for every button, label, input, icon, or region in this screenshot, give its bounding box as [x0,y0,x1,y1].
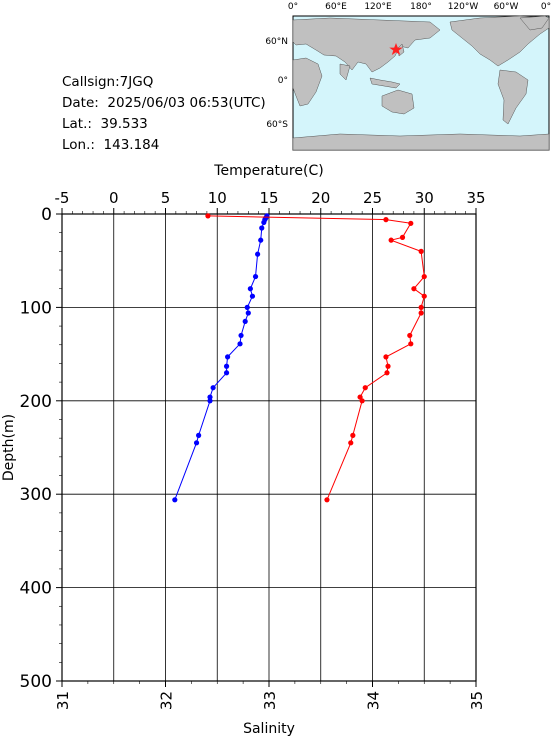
data-point [237,341,243,347]
map-lon-label: 0° [288,2,298,12]
salinity-tick-label: 34 [365,691,383,710]
latitude-text: Lat.: 39.533 [62,116,148,132]
land-islands [369,77,401,89]
data-point [350,432,356,438]
map-lon-label: 0° [541,2,551,12]
depth-tick-label: 400 [20,579,52,599]
depth-tick-label: 0 [41,205,52,225]
data-point [258,237,264,243]
map-land [292,15,550,151]
land-africa [292,57,323,107]
map-lon-label: 120°W [448,2,479,12]
star-icon [389,43,403,55]
data-point [223,363,230,369]
depth-tick-label: 100 [20,298,52,318]
depth-axis-label: Depth(m) [1,414,17,481]
data-point [324,497,330,503]
temperature-tick-label: 0 [109,189,119,207]
data-point [383,354,389,360]
map-lon-label: 60°W [494,2,519,12]
temperature-tick-label: 20 [311,189,330,207]
map-lat-label: 60°N [265,37,288,47]
salinity-axis-label: Salinity [243,721,295,736]
series-line [174,215,268,500]
data-point [421,293,427,299]
data-point [245,310,251,316]
depth-tick-label: 200 [20,392,52,412]
data-point [259,225,265,231]
map-lon-label: 60°E [325,2,347,12]
data-point [193,440,200,446]
data-point [408,341,414,347]
data-point [252,273,259,280]
data-point [207,398,213,404]
temperature-tick-label: 25 [363,189,382,207]
map-left-labels: 60°N 0° 60°S [265,37,288,130]
temperature-tick-label: 35 [466,189,485,207]
temperature-tick-label: -5 [55,189,70,207]
land-eurasia [292,17,441,73]
salinity-tick-label: 35 [468,691,486,710]
callsign-text: Callsign:7JGQ [62,74,154,90]
data-point [407,332,413,339]
temperature-tick-label: 30 [415,189,434,207]
land-antarctica [292,133,550,151]
data-point [348,440,354,446]
data-point [238,332,244,339]
salinity-tick-label: 33 [261,691,279,710]
map-lon-label: 120°E [364,2,392,12]
data-point [399,234,406,240]
depth-tick-label: 500 [20,672,52,692]
temperature-tick-label: 10 [208,189,227,207]
data-point [207,394,213,400]
station-info: Callsign:7JGQ Date: 2025/06/03 06:53(UTC… [62,72,266,156]
data-point [408,220,414,226]
longitude-text: Lon.: 143.184 [62,137,160,153]
data-point [421,273,427,280]
data-point [261,219,267,226]
data-point [223,370,230,376]
data-point [255,251,261,257]
data-point [196,432,202,438]
data-point [249,293,256,299]
temperature-axis-label: Temperature(C) [213,163,323,179]
salinity-tick-label: 31 [54,691,72,710]
data-point [225,354,231,360]
salinity-tick-label: 32 [158,691,176,710]
date-text: Date: 2025/06/03 06:53(UTC) [62,95,266,111]
data-point [383,217,389,223]
data-point [384,370,390,376]
data-point [385,363,391,369]
data-point [205,213,211,219]
temperature-tick-label: 15 [259,189,278,207]
data-point [418,310,424,316]
land-greenland [519,15,550,31]
data-point [247,286,253,292]
data-point [359,398,365,404]
data-point [411,286,417,292]
depth-tick-label: 300 [20,485,52,505]
map-lat-label: 0° [278,76,288,86]
world-map: 0° 60°E 120°E 180° 120°W 60°W 0° 60°N 0°… [265,2,551,151]
data-point [242,318,248,325]
land-india [339,63,351,81]
data-point [172,497,178,503]
data-point [418,248,424,254]
land-south-america [497,69,529,125]
data-point [388,237,394,243]
map-lon-label: 180° [410,2,432,12]
series-line [207,215,425,500]
map-top-labels: 0° 60°E 120°E 180° 120°W 60°W 0° [288,2,551,12]
temperature-tick-label: 5 [161,189,171,207]
data-point [244,304,250,310]
data-point [210,385,216,391]
data-point [418,304,424,310]
map-lat-label: 60°S [266,120,288,130]
data-point [362,385,368,391]
land-australia [381,89,415,115]
